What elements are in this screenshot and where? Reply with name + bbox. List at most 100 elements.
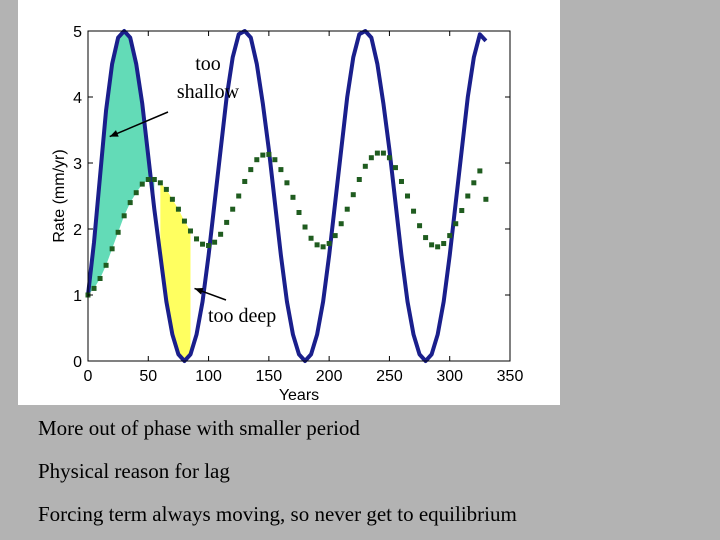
note-forcing: Forcing term always moving, so never get… xyxy=(38,502,517,526)
response-point xyxy=(435,244,441,250)
rate-chart: 0 50 100 150 200 250 300 350 0 1 2 3 4 5 Years Rate (… xyxy=(51,24,523,404)
y-tick-label: 0 xyxy=(73,354,82,371)
response-point xyxy=(218,231,224,237)
response-point xyxy=(103,262,109,268)
response-point xyxy=(91,285,97,291)
response-point xyxy=(429,242,435,248)
response-point xyxy=(338,221,344,227)
deep-fill xyxy=(160,182,191,361)
response-point xyxy=(133,190,139,196)
response-point xyxy=(175,206,181,212)
chart-panel: 0 50 100 150 200 250 300 350 0 1 2 3 4 5 Years Rate (… xyxy=(18,0,560,405)
ticks: 0 50 100 150 200 250 300 350 0 1 2 3 4 5 xyxy=(73,24,523,385)
response-point xyxy=(236,193,242,199)
response-point xyxy=(308,235,314,241)
y-tick-label: 2 xyxy=(73,222,82,239)
y-tick-label: 4 xyxy=(73,90,82,107)
response-point xyxy=(248,167,254,173)
response-point xyxy=(326,241,332,247)
response-point xyxy=(121,213,127,219)
response-point xyxy=(453,221,459,227)
response-point xyxy=(392,165,398,171)
response-point xyxy=(97,276,103,281)
annotation-too: too xyxy=(195,53,221,75)
response-point xyxy=(139,181,145,187)
response-point xyxy=(194,236,200,242)
response-point xyxy=(459,208,465,214)
response-point xyxy=(356,177,362,182)
shallow-fill xyxy=(88,31,155,295)
axes-frame xyxy=(87,30,511,362)
response-point xyxy=(411,208,417,214)
response-point xyxy=(350,192,356,198)
x-axis-label: Years xyxy=(279,387,319,404)
response-point xyxy=(296,210,302,215)
x-tick-label: 150 xyxy=(256,368,283,385)
response-point xyxy=(290,194,296,200)
response-point xyxy=(151,177,157,182)
response-point xyxy=(362,163,368,169)
note-phase: More out of phase with smaller period xyxy=(38,416,360,440)
response-point xyxy=(483,196,489,202)
response-point xyxy=(260,152,266,158)
x-tick-label: 0 xyxy=(84,368,93,385)
response-point xyxy=(278,167,284,173)
response-point xyxy=(471,180,477,186)
annotation-arrowhead-shallow xyxy=(109,130,119,137)
shaded-regions xyxy=(88,31,191,361)
x-tick-label: 300 xyxy=(436,368,463,385)
response-point xyxy=(115,229,121,235)
annotations: too shallow too deep xyxy=(109,53,276,327)
annotation-too-deep: too deep xyxy=(208,305,276,327)
response-point xyxy=(441,241,447,247)
response-point xyxy=(206,243,212,248)
y-tick-label: 1 xyxy=(73,288,82,305)
response-point xyxy=(465,193,471,199)
response-point xyxy=(332,233,338,239)
y-tick-label: 3 xyxy=(73,156,82,173)
y-tick-label: 5 xyxy=(73,24,82,41)
response-point xyxy=(187,228,193,234)
response-point xyxy=(169,196,175,202)
response-point xyxy=(320,244,326,250)
response-point xyxy=(230,206,236,212)
annotation-arrow-shallow xyxy=(109,111,169,138)
response-point xyxy=(284,180,290,186)
response-point xyxy=(145,177,151,182)
response-point xyxy=(109,246,115,252)
response-point xyxy=(254,157,260,163)
x-tick-label: 200 xyxy=(316,368,343,385)
response-point xyxy=(368,155,374,161)
response-point xyxy=(157,180,163,186)
response-point xyxy=(302,224,308,230)
response-point xyxy=(212,239,218,245)
y-axis-label: Rate (mm/yr) xyxy=(51,149,68,242)
response-point xyxy=(380,150,386,156)
response-point xyxy=(224,219,230,225)
response-point xyxy=(200,241,206,247)
forcing-line xyxy=(86,29,488,363)
response-point xyxy=(266,151,272,157)
x-tick-label: 250 xyxy=(376,368,403,385)
response-point xyxy=(423,235,429,241)
response-point xyxy=(242,178,248,184)
response-point xyxy=(181,218,187,224)
note-lag: Physical reason for lag xyxy=(38,459,230,483)
response-point xyxy=(374,150,380,156)
response-point xyxy=(417,223,423,229)
x-tick-label: 350 xyxy=(497,368,524,385)
x-tick-label: 50 xyxy=(139,368,157,385)
response-point xyxy=(477,168,483,174)
annotation-arrowhead-deep xyxy=(194,287,204,295)
response-point xyxy=(405,193,411,199)
x-tick-label: 100 xyxy=(195,368,222,385)
response-point xyxy=(344,206,350,212)
response-point xyxy=(386,155,392,161)
annotation-shallow: shallow xyxy=(177,81,240,103)
response-point xyxy=(314,242,320,248)
response-point xyxy=(272,157,278,163)
response-point xyxy=(398,178,404,184)
series-layer xyxy=(85,29,489,363)
response-point xyxy=(447,233,453,239)
response-point xyxy=(127,200,133,206)
